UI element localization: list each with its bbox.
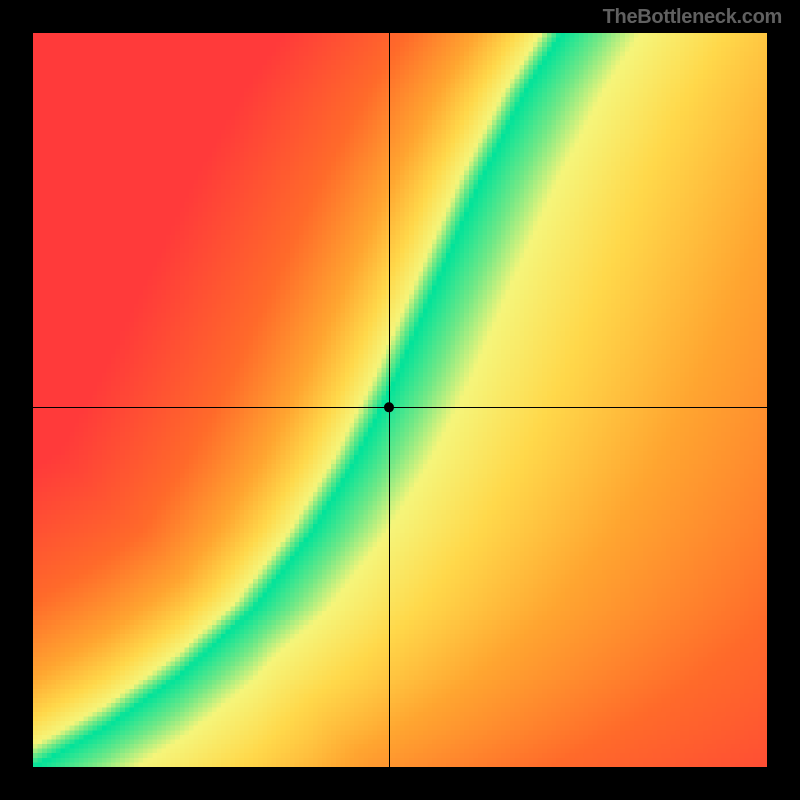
chart-container: { "attribution": "TheBottleneck.com", "c…	[0, 0, 800, 800]
attribution-label: TheBottleneck.com	[603, 6, 782, 29]
crosshair-overlay	[33, 33, 767, 767]
